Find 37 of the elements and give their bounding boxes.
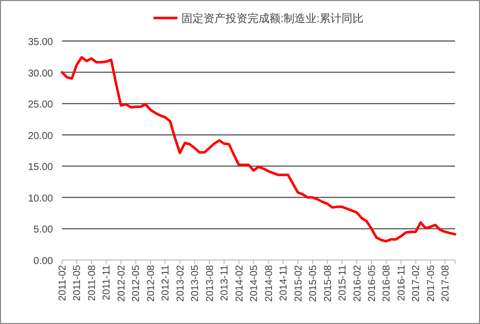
x-tick-label: 2017-02 — [411, 264, 422, 302]
y-tick-label: 5.00 — [34, 224, 54, 236]
legend-label: 固定资产投资完成额:制造业:累计同比 — [181, 12, 364, 25]
x-tick-label: 2015-02 — [293, 264, 304, 302]
y-tick-label: 15.00 — [28, 162, 54, 174]
x-tick-label: 2016-02 — [352, 264, 364, 302]
x-tick-label: 2015-08 — [322, 264, 334, 302]
x-tick-label: 2013-02 — [175, 264, 186, 302]
x-tick-label: 2016-08 — [382, 264, 393, 302]
x-tick-label: 2013-08 — [204, 264, 216, 302]
x-tick-label: 2012-05 — [131, 264, 142, 302]
x-tick-label: 2012-11 — [160, 264, 172, 301]
x-tick-label: 2015-11 — [338, 264, 349, 301]
x-tick-label: 2011-08 — [86, 264, 98, 301]
x-tick-label: 2012-08 — [146, 264, 157, 302]
y-tick-label: 20.00 — [28, 130, 54, 142]
y-tick-label: 10.00 — [28, 193, 54, 204]
x-tick-label: 2016-11 — [396, 264, 408, 301]
y-tick-label: 25.00 — [28, 100, 54, 111]
line-series — [60, 56, 456, 242]
x-tick-label: 2014-08 — [264, 264, 275, 302]
x-tick-label: 2015-05 — [308, 264, 320, 302]
y-tick-label: 35.00 — [28, 37, 54, 48]
x-tick-label: 2017-08 — [440, 264, 452, 302]
y-tick-label: 0.00 — [34, 256, 54, 267]
x-tick-label: 2012-02 — [116, 264, 128, 302]
x-tick-label: 2014-11 — [278, 264, 290, 301]
x-tick-label: 2011-05 — [72, 264, 84, 301]
x-tick-label: 2013-11 — [220, 264, 231, 301]
x-tick-label: 2011-02 — [58, 264, 68, 301]
x-tick-label: 2017-05 — [426, 264, 437, 302]
x-tick-label: 2016-05 — [366, 264, 378, 302]
x-tick-label: 2014-02 — [234, 264, 246, 302]
x-tick-label: 2013-05 — [190, 264, 202, 302]
x-tick-label: 2011-11 — [102, 264, 113, 300]
x-tick-label: 2014-05 — [249, 264, 260, 302]
y-tick-label: 30.00 — [28, 68, 54, 80]
